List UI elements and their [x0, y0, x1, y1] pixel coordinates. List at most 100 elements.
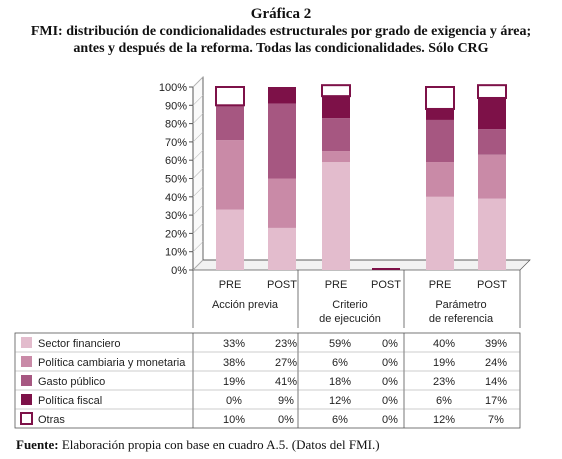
group-label: Criterio [332, 299, 367, 311]
bar-segment-politica-cambiaria [478, 154, 506, 199]
source-note: Fuente: Elaboración propia con base en c… [16, 437, 380, 453]
category-label: POST [267, 279, 297, 291]
data-label: 0% [382, 338, 398, 350]
legend-label: Política cambiaria y monetaria [38, 357, 186, 369]
chart-subtitle-line-2: antes y después de la reforma. Todas las… [73, 41, 489, 56]
data-label: 38% [223, 357, 245, 369]
y-tick-depth-line [192, 241, 204, 252]
y-tick-label: 10% [165, 247, 187, 259]
data-label: 39% [485, 338, 507, 350]
bar-segment-otras [215, 86, 245, 107]
y-tick-label: 30% [165, 210, 187, 222]
bar-segment-sector-financiero [216, 209, 244, 270]
data-label: 18% [329, 376, 351, 388]
bar-segment-politica-fiscal [426, 108, 454, 120]
group-label: de ejecución [319, 313, 381, 325]
bar-segment-sector-financiero [426, 196, 454, 270]
bar-segment-gasto-publico [322, 118, 350, 152]
group-label: Parámetro [435, 299, 486, 311]
data-label: 9% [278, 395, 294, 407]
data-label: 59% [329, 338, 351, 350]
data-label: 0% [278, 414, 294, 426]
y-tick-label: 90% [165, 100, 187, 112]
legend-label: Sector financiero [38, 338, 121, 350]
y-tick-label: 20% [165, 228, 187, 240]
y-tick-depth-line [192, 76, 204, 88]
y-tick-depth-line [192, 131, 204, 143]
bar-segment-otras [321, 84, 351, 98]
bar-segment-politica-cambiaria [426, 162, 454, 197]
bar-segment-politica-cambiaria [322, 151, 350, 163]
bar-segment-politica-fiscal [268, 87, 296, 104]
data-label: 19% [223, 376, 245, 388]
data-label: 14% [485, 376, 507, 388]
chart-title-block: Gráfica 2 FMI: distribución de condicion… [0, 6, 562, 57]
data-label: 0% [226, 395, 242, 407]
data-label: 6% [436, 395, 452, 407]
data-label: 23% [275, 338, 297, 350]
data-label: 0% [382, 414, 398, 426]
y-tick-depth-line [192, 186, 204, 198]
data-label: 12% [433, 414, 455, 426]
data-label: 0% [382, 376, 398, 388]
bar-segment-sector-financiero [268, 227, 296, 270]
data-label: 24% [485, 357, 507, 369]
data-label: 12% [329, 395, 351, 407]
data-label: 23% [433, 376, 455, 388]
y-tick-depth-line [192, 168, 204, 179]
bar-segment-gasto-publico [426, 119, 454, 163]
bar-segment-sector-financiero [478, 198, 506, 270]
bar-segment-politica-fiscal [478, 97, 506, 130]
bar-segment-gasto-publico [268, 103, 296, 179]
legend-swatch-otras [20, 412, 33, 425]
data-label: 10% [223, 414, 245, 426]
data-label: 17% [485, 395, 507, 407]
y-tick-label: 70% [165, 137, 187, 149]
bar-segment-otras [477, 84, 507, 99]
y-tick-depth-line [192, 113, 204, 124]
legend-swatch-sector-financiero [21, 337, 32, 348]
y-tick-label: 100% [159, 82, 187, 94]
data-label: 41% [275, 376, 297, 388]
data-label: 7% [488, 414, 504, 426]
legend-label: Otras [38, 414, 65, 426]
category-label: POST [371, 279, 401, 291]
bar-segment-politica-fiscal [322, 96, 350, 119]
data-label: 6% [332, 414, 348, 426]
category-label: PRE [429, 279, 452, 291]
y-tick-depth-line [192, 149, 204, 161]
bar-segment-gasto-publico [216, 105, 244, 141]
chart-heading: Gráfica 2 [250, 6, 312, 22]
bar-empty-marker [372, 268, 400, 270]
data-label: 0% [382, 395, 398, 407]
group-label: Acción previa [212, 299, 279, 311]
source-label: Fuente: [16, 437, 59, 452]
bar-segment-otras [425, 86, 455, 110]
chart-subtitle-line-1: FMI: distribución de condicionalidades e… [30, 24, 532, 39]
data-label: 40% [433, 338, 455, 350]
bar-segment-politica-cambiaria [268, 178, 296, 228]
data-label: 6% [332, 357, 348, 369]
bar-segment-sector-financiero [322, 162, 350, 270]
category-label: POST [477, 279, 507, 291]
data-table-border [14, 332, 521, 429]
data-label: 33% [223, 338, 245, 350]
data-label: 0% [382, 357, 398, 369]
bar-segment-politica-cambiaria [216, 140, 244, 210]
y-tick-depth-line [192, 95, 204, 106]
legend-swatch-politica-cambiaria [21, 356, 32, 367]
y-tick-label: 50% [165, 174, 187, 186]
y-tick-depth-line [192, 204, 204, 216]
legend-swatch-gasto-publico [21, 375, 32, 386]
y-tick-label: 0% [171, 265, 187, 277]
legend-label: Política fiscal [38, 395, 102, 407]
y-tick-depth-line [192, 259, 204, 271]
y-tick-label: 40% [165, 192, 187, 204]
group-label: de referencia [429, 313, 494, 325]
source-text: Elaboración propia con base en cuadro A.… [61, 437, 380, 452]
data-label: 19% [433, 357, 455, 369]
data-label: 27% [275, 357, 297, 369]
y-tick-label: 60% [165, 155, 187, 167]
legend-swatch-politica-fiscal [21, 394, 32, 405]
